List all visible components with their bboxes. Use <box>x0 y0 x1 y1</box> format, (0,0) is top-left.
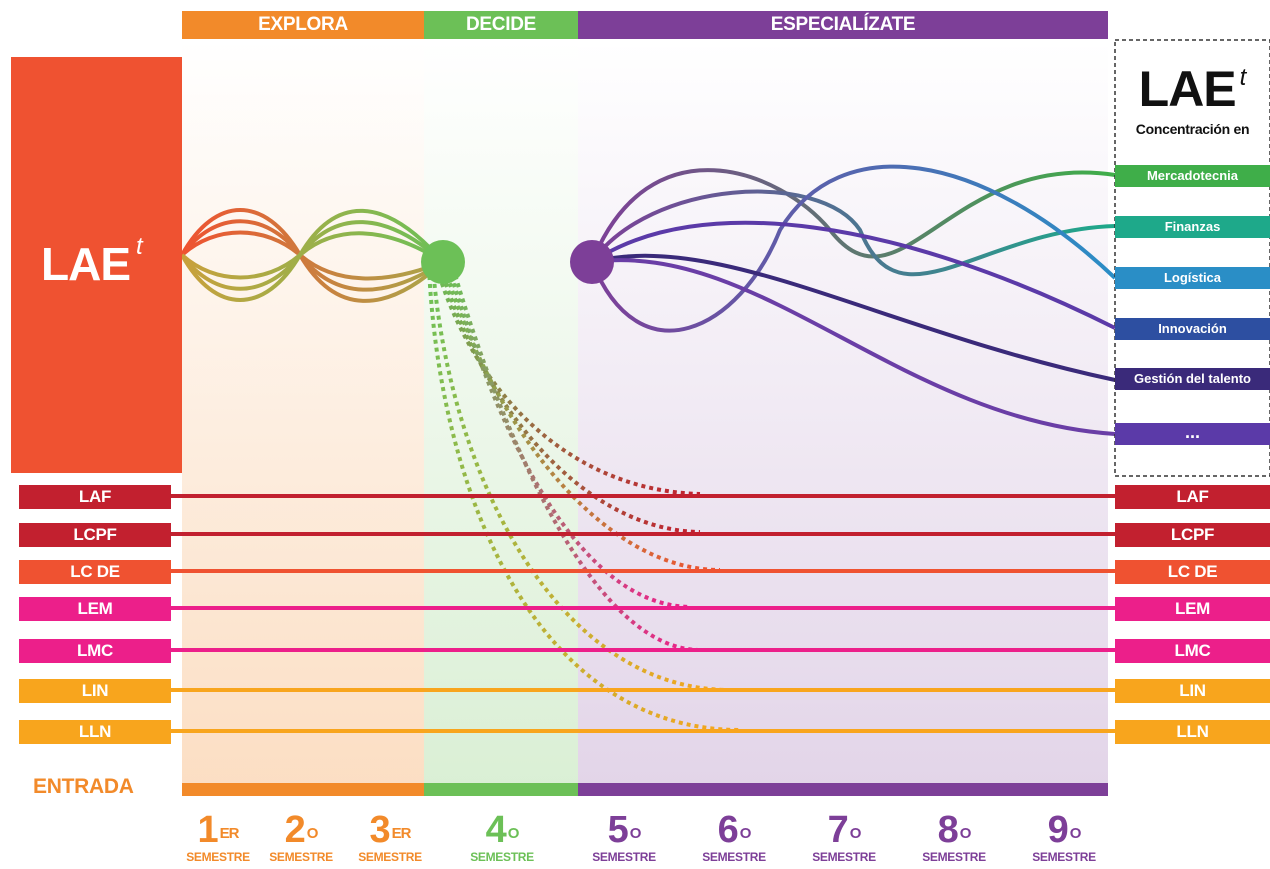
semester-8-sup: O <box>959 825 972 842</box>
concentration-gestion-talento: Gestión del talento <box>1115 368 1270 390</box>
lae-title: LAE t <box>41 233 143 291</box>
semester-7-label: SEMESTRE <box>812 850 876 864</box>
semester-4-label: SEMESTRE <box>470 850 534 864</box>
semester-4-num: 4 <box>485 809 507 851</box>
concentration-subtitle: Concentración en <box>1135 121 1250 137</box>
semester-2-sup: O <box>306 825 319 842</box>
concentration-finanzas: Finanzas <box>1115 216 1270 238</box>
phase-explora: EXPLORA <box>182 11 424 39</box>
concentration-logistica: Logística <box>1115 267 1270 289</box>
program-left-lcde: LC DE <box>19 560 171 584</box>
semester-2-num: 2 <box>284 809 306 851</box>
concentration-panel-border <box>1114 39 1270 477</box>
semester-7-num: 7 <box>827 809 849 851</box>
phase-especializate: ESPECIALÍZATE <box>578 11 1108 39</box>
concentration-curves <box>590 164 1117 436</box>
decide-node <box>421 240 465 284</box>
semester-1-num: 1 <box>197 809 219 851</box>
semester-6-label: SEMESTRE <box>702 850 766 864</box>
program-left-lmc: LMC <box>19 639 171 663</box>
semester-3: 3 ER SEMESTRE <box>340 810 440 864</box>
timeline-decide <box>424 783 578 796</box>
lae-title-main: LAE <box>41 238 131 290</box>
semester-7-sup: O <box>849 825 862 842</box>
program-right-lcde: LC DE <box>1115 560 1270 584</box>
concentration-title-main: LAE <box>1138 61 1237 117</box>
semester-5-sup: O <box>629 825 642 842</box>
semester-9-sup: O <box>1069 825 1082 842</box>
program-right-lmc: LMC <box>1115 639 1270 663</box>
semester-9-label: SEMESTRE <box>1032 850 1096 864</box>
semester-8-label: SEMESTRE <box>922 850 986 864</box>
semester-3-sup: ER <box>391 825 412 842</box>
program-lines <box>170 494 1115 733</box>
semester-3-num: 3 <box>369 809 391 851</box>
lae-curves <box>180 208 445 303</box>
program-left-laf: LAF <box>19 485 171 509</box>
program-right-lln: LLN <box>1115 720 1270 744</box>
program-left-lln: LLN <box>19 720 171 744</box>
phase-decide: DECIDE <box>424 11 578 39</box>
zone-especializate <box>578 40 1108 785</box>
concentration-mercadotecnia: Mercadotecnia <box>1115 165 1270 187</box>
lae-block: LAE t <box>11 57 182 473</box>
program-right-laf: LAF <box>1115 485 1270 509</box>
program-right-lem: LEM <box>1115 597 1270 621</box>
zone-explora <box>182 40 424 785</box>
timeline-especializate <box>578 783 1108 796</box>
semester-8-num: 8 <box>937 809 959 851</box>
semester-1-label: SEMESTRE <box>186 850 250 864</box>
program-right-lin: LIN <box>1115 679 1270 703</box>
semester-1-sup: ER <box>219 825 240 842</box>
program-right-lcpf: LCPF <box>1115 523 1270 547</box>
semester-5-num: 5 <box>607 809 629 851</box>
semester-1: 1 ER SEMESTRE <box>168 810 268 864</box>
semester-9-num: 9 <box>1047 809 1069 851</box>
program-left-lcpf: LCPF <box>19 523 171 547</box>
timeline-explora <box>182 783 424 796</box>
semester-3-label: SEMESTRE <box>358 850 422 864</box>
concentration-more: ... <box>1115 423 1270 445</box>
transfer-curves <box>427 267 741 732</box>
concentration-innovacion: Innovación <box>1115 318 1270 340</box>
semester-2-label: SEMESTRE <box>269 850 333 864</box>
concentration-title-sup: t <box>1239 64 1247 91</box>
program-left-lin: LIN <box>19 679 171 703</box>
semester-4-sup: O <box>507 825 520 842</box>
entrada-label: ENTRADA <box>33 775 134 798</box>
concentration-title: LAE t <box>1115 60 1270 118</box>
semester-6-num: 6 <box>717 809 739 851</box>
lae-title-sup: t <box>136 233 143 260</box>
semester-6-sup: O <box>739 825 752 842</box>
program-left-lem: LEM <box>19 597 171 621</box>
semester-5-label: SEMESTRE <box>592 850 656 864</box>
specialize-node <box>570 240 614 284</box>
